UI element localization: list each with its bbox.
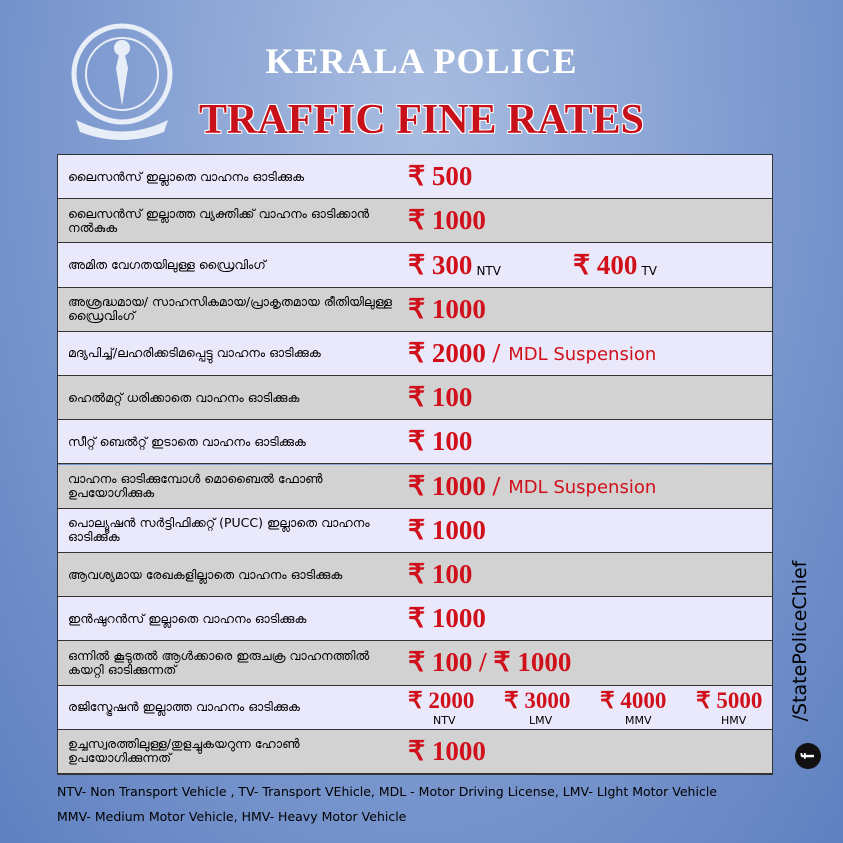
fine-amount: ₹ 300 [408, 249, 473, 280]
fine-amount: ₹ 1000 [408, 735, 486, 766]
fine-amount: ₹ 1000 [408, 293, 486, 324]
fine-amount: ₹ 100 [408, 426, 473, 457]
fine-amount: ₹ 4000 [600, 687, 667, 713]
offence-text: ഹെൽമറ്റ് ധരിക്കാതെ വാഹനം ഓടിക്കുക [68, 389, 300, 405]
svg-text:f: f [798, 752, 818, 759]
vehicle-type: NTV [433, 713, 456, 727]
offence-text: ലൈസൻസ് ഇല്ലാത്ത വ്യക്തിക്ക് വാഹനം ഓടിക്ക… [68, 205, 370, 235]
table-row: അമിത വേഗതയിലുള്ള ഡ്രൈവിംഗ് ₹ 300 NTV ₹ 400 T… [58, 243, 772, 288]
table-row: ലൈസൻസ് ഇല്ലാതെ വാഹനം ഓടിക്കുക ₹ 500 [58, 155, 772, 200]
penalty: MDL Suspension [508, 476, 657, 498]
offence-text: മദ്യപിച്ച്/ലഹരിക്കടിമപ്പെട്ടു വാഹനം ഓടിക… [68, 345, 321, 361]
offence-text: ഇൻഷുറൻസ് ഇല്ലാതെ വാഹനം ഓടിക്കുക [68, 610, 307, 626]
offence-text: വാഹനം ഓടിക്കുമ്പോൾ മൊബൈൽ ഫോൺ ഉപയോഗിക്കുക [68, 471, 323, 501]
fine-amount: ₹ 100 [408, 559, 473, 590]
offence-text: സീറ്റ് ബെൽറ്റ് ഇടാതെ വാഹനം ഓടിക്കുക [68, 433, 306, 449]
offence-text: രജിസ്ട്രേഷൻ ഇല്ലാത്ത വാഹനം ഓടിക്കുക [68, 699, 300, 715]
fine-amount: ₹ 2000 / [408, 337, 501, 368]
vehicle-type: MMV [625, 713, 652, 727]
fine-amount: ₹ 1000 [408, 603, 486, 634]
footer-note: MMV- Medium Motor Vehicle, HMV- Heavy Mo… [57, 809, 407, 824]
fine-amount: ₹ 400 [573, 249, 638, 280]
fine-amount: ₹ 3000 [504, 687, 571, 713]
vehicle-type: HMV [721, 713, 747, 727]
table-row: മദ്യപിച്ച്/ലഹരിക്കടിമപ്പെട്ടു വാഹനം ഓടിക… [58, 331, 772, 377]
social-handle: /StatePoliceChief [789, 560, 811, 722]
fine-amount: ₹ 100 [408, 382, 473, 413]
title: KERALA POLICE [265, 41, 578, 81]
fine-amount: ₹ 500 [408, 161, 473, 192]
table-row: ഇൻഷുറൻസ് ഇല്ലാതെ വാഹനം ഓടിക്കുക ₹ 1000 [58, 597, 772, 642]
fine-amount: ₹ 5000 [696, 687, 763, 713]
table-row: അശ്രദ്ധമായ/ സാഹസികമായ/പ്രാകൃതമായ രീതിയില… [58, 287, 772, 332]
fine-amount: ₹ 1000 [408, 514, 486, 545]
table-row: സീറ്റ് ബെൽറ്റ് ഇടാതെ വാഹനം ഓടിക്കുക ₹ 100 [58, 420, 772, 465]
fine-amount: ₹ 2000 [408, 687, 475, 713]
emblem [71, 23, 173, 140]
penalty: MDL Suspension [508, 343, 657, 365]
table-row: രജിസ്ട്രേഷൻ ഇല്ലാത്ത വാഹനം ഓടിക്കുക ₹ 200… [58, 685, 772, 730]
table-row: ഒന്നിൽ കൂടുതൽ ആൾക്കാരെ ഇരുചക്ര വാഹനത്തിൽ… [58, 641, 772, 686]
vehicle-type: TV [641, 263, 657, 278]
offence-text: ലൈസൻസ് ഇല്ലാതെ വാഹനം ഓടിക്കുക [68, 168, 305, 184]
fine-table: ലൈസൻസ് ഇല്ലാതെ വാഹനം ഓടിക്കുക ₹ 500 ലൈസൻസ്… [57, 154, 773, 775]
footer-note: NTV- Non Transport Vehicle , TV- Transpo… [57, 784, 717, 799]
offence-text: ആവശ്യമായ രേഖകളില്ലാതെ വാഹനം ഓടിക്കുക [68, 566, 343, 582]
offence-text: അമിത വേഗതയിലുള്ള ഡ്രൈവിംഗ് [68, 257, 266, 273]
subtitle: TRAFFIC FINE RATES [199, 97, 644, 143]
facebook-icon: f [795, 743, 821, 769]
table-row: വാഹനം ഓടിക്കുമ്പോൾ മൊബൈൽ ഫോൺ ഉപയോഗിക്കുക… [58, 464, 772, 509]
fine-amount: ₹ 1000 / [408, 470, 501, 501]
offence-text: പൊല്യൂഷൻ സർട്ടിഫിക്കറ്റ് (PUCC) ഇല്ലാതെ … [68, 515, 370, 545]
table-row: ലൈസൻസ് ഇല്ലാത്ത വ്യക്തിക്ക് വാഹനം ഓടിക്ക… [58, 199, 772, 244]
offence-text: ഉച്ചസ്വരത്തിലുള്ള/തുളച്ചുകയറുന്ന ഹോൺ ഉപയ… [68, 736, 300, 766]
table-row: പൊല്യൂഷൻ സർട്ടിഫിക്കറ്റ് (PUCC) ഇല്ലാതെ … [58, 508, 772, 553]
table-row: ആവശ്യമായ രേഖകളില്ലാതെ വാഹനം ഓടിക്കുക ₹ 10… [58, 552, 772, 598]
sidebar: /StatePoliceChief f [780, 560, 830, 780]
vehicle-type: LMV [529, 713, 553, 727]
vehicle-type: NTV [476, 263, 501, 278]
offence-text: അശ്രദ്ധമായ/ സാഹസികമായ/പ്രാകൃതമായ രീതിയില… [68, 294, 392, 324]
fine-amount: ₹ 1000 [408, 205, 486, 236]
offence-text: ഒന്നിൽ കൂടുതൽ ആൾക്കാരെ ഇരുചക്ര വാഹനത്തിൽ… [68, 647, 370, 677]
table-row: ഉച്ചസ്വരത്തിലുള്ള/തുളച്ചുകയറുന്ന ഹോൺ ഉപയ… [58, 729, 772, 774]
fine-amount: ₹ 100 / ₹ 1000 [408, 647, 572, 678]
table-row: ഹെൽമറ്റ് ധരിക്കാതെ വാഹനം ഓടിക്കുക ₹ 100 [58, 376, 772, 421]
